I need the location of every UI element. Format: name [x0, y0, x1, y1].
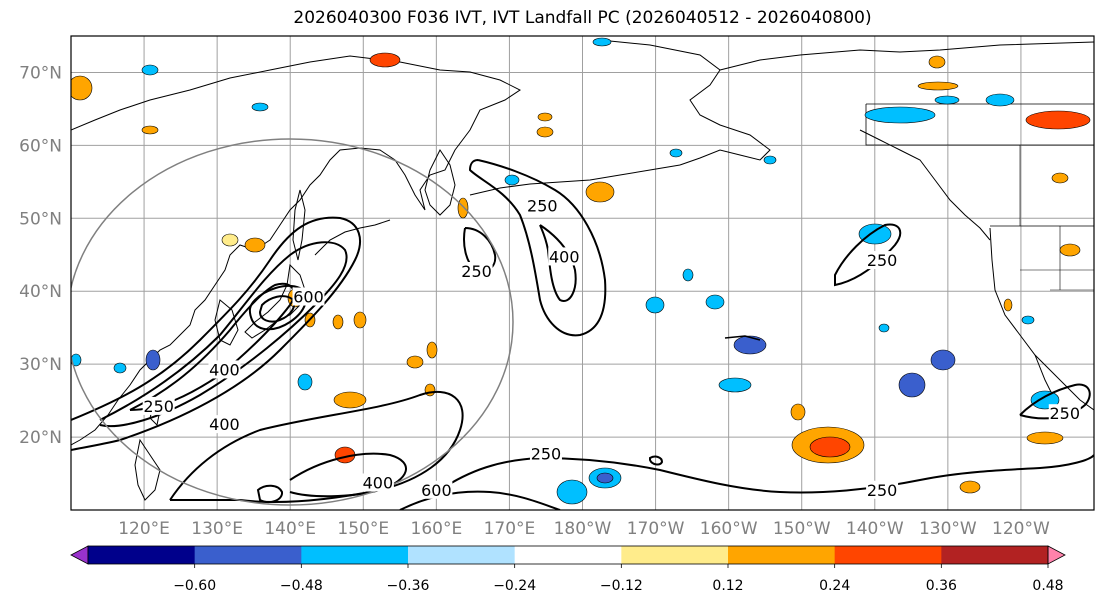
longitude-label: 160°W [700, 519, 758, 539]
longitude-label: 130°W [919, 519, 977, 539]
contour-label-bg [548, 247, 581, 266]
colorbar-frame [87, 545, 1049, 565]
latitude-label: 20°N [19, 428, 62, 448]
longitude-label: 170°W [627, 519, 685, 539]
contour-label: 400 [549, 247, 580, 266]
contour-label-bg [529, 444, 562, 463]
longitude-label: 130°E [191, 519, 243, 539]
longitude-label: 170°E [484, 519, 536, 539]
colorbar-tick-label: −0.24 [493, 578, 536, 594]
contour-label: 250 [867, 481, 898, 500]
contour-label-bg [866, 251, 899, 270]
contour-label-bg [866, 480, 899, 499]
contour-label-bg [460, 262, 493, 280]
contour-label-bg [420, 480, 453, 499]
contour-label: 400 [209, 360, 240, 379]
contour-label: 600 [293, 288, 324, 307]
longitude-label: 150°E [337, 519, 389, 539]
colorbar-tick-label: 0.24 [819, 578, 850, 594]
colorbar-segment [194, 546, 302, 564]
map-frame [70, 35, 1095, 511]
longitude-label: 120°W [992, 519, 1050, 539]
colorbar-extend-max [1047, 545, 1066, 565]
colorbar-tick-label: −0.36 [387, 578, 430, 594]
colorbar-extend-min [70, 545, 89, 565]
contour-label: 250 [461, 262, 492, 281]
colorbar-tick-label: −0.12 [600, 578, 643, 594]
colorbar-segment [514, 546, 622, 564]
longitude-labels: 120°E 130°E 140°E 150°E 160°E 170°E 180°W 170°W… [118, 519, 1050, 539]
contour-label: 250 [531, 444, 562, 463]
contour-label: 600 [421, 481, 452, 500]
latitude-label: 30°N [19, 355, 62, 375]
longitude-label: 150°W [773, 519, 831, 539]
contour-label-bg [208, 360, 241, 379]
latitude-label: 60°N [19, 136, 62, 156]
colorbar-segment [728, 546, 836, 564]
colorbar-segment [834, 546, 942, 564]
contour-label: 250 [143, 397, 174, 416]
longitude-label: 120°E [118, 519, 170, 539]
latitude-label: 40°N [19, 282, 62, 302]
contour-label: 400 [209, 415, 240, 434]
ivt-landfall-pc-shading [71, 37, 1091, 505]
longitude-label: 140°E [264, 519, 316, 539]
colorbar-tick-label: −0.48 [280, 578, 323, 594]
contour-label-bg [292, 287, 325, 306]
colorbar-tick-label: 0.36 [926, 578, 957, 594]
contour-label: 250 [527, 196, 558, 215]
region-circle [71, 138, 514, 506]
coastlines [71, 39, 1094, 501]
colorbar-tick-label: 0.12 [712, 578, 743, 594]
latitude-label: 50°N [19, 209, 62, 229]
colorbar-segment [621, 546, 729, 564]
contour-label: 250 [1049, 404, 1080, 423]
contour-label: 400 [363, 473, 394, 492]
latitude-label: 70°N [19, 63, 62, 83]
longitude-label: 160°E [411, 519, 463, 539]
contour-label-bg [1048, 404, 1081, 423]
colorbar-tick-label: 0.48 [1032, 578, 1063, 594]
colorbar-segment [408, 546, 516, 564]
colorbar: −0.60 −0.48 −0.36 −0.24 −0.12 0.12 0.24 0.36 0.4… [70, 545, 1066, 594]
contour-label-bg [361, 473, 394, 492]
longitude-label: 180°W [554, 519, 612, 539]
longitude-label: 140°W [846, 519, 904, 539]
contour-labels: 250 250 400 250 600 400 400 250 250 400 600 250 250 [142, 196, 1081, 500]
contour-label-bg [142, 396, 175, 415]
colorbar-tick-label: −0.60 [173, 578, 216, 594]
latitude-labels: 70°N 60°N 50°N 40°N 30°N 20°N [19, 63, 62, 448]
contour-label: 250 [867, 251, 898, 270]
page-title: 2026040300 F036 IVT, IVT Landfall PC (20… [293, 8, 872, 28]
contour-label-bg [208, 415, 241, 434]
colorbar-segment [88, 546, 196, 564]
contour-label-bg [526, 196, 559, 215]
colorbar-segment [301, 546, 409, 564]
colorbar-segment [941, 546, 1049, 564]
